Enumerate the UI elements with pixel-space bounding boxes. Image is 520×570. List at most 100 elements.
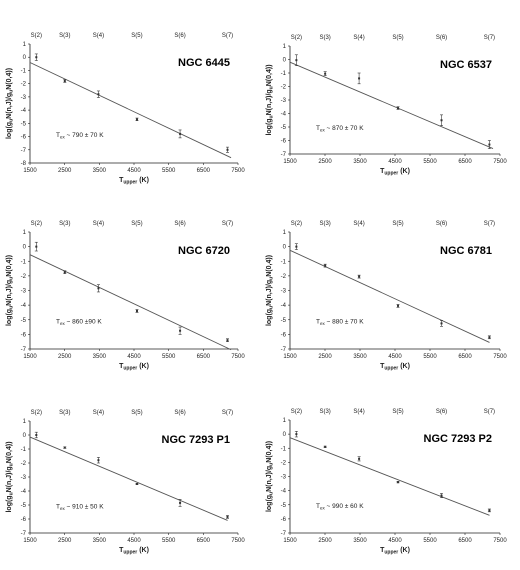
transition-label: S(2)	[31, 221, 42, 227]
x-tick-label: 1500	[23, 354, 37, 360]
transition-label: S(2)	[291, 35, 302, 41]
y-tick-label: -5	[281, 318, 287, 324]
y-tick-label: 0	[23, 245, 27, 251]
y-tick-label: -7	[281, 152, 287, 158]
transition-label: S(7)	[484, 221, 495, 227]
y-tick-label: 1	[283, 418, 287, 424]
x-tick-label: 3500	[353, 538, 367, 544]
y-tick-label: -5	[21, 318, 27, 324]
data-point	[440, 493, 444, 498]
point-marker	[97, 93, 100, 96]
y-tick-label: -6	[281, 517, 287, 523]
y-tick-label: -1	[21, 68, 27, 74]
panel-title: NGC 6537	[440, 59, 492, 71]
x-tick-label: 2500	[318, 538, 332, 544]
data-point	[323, 445, 327, 448]
y-tick-label: 0	[283, 432, 287, 438]
transition-label: S(5)	[392, 221, 403, 227]
transition-label: S(2)	[31, 410, 42, 416]
x-tick-label: 4500	[127, 354, 141, 360]
transition-label: S(3)	[319, 221, 330, 227]
y-tick-label: 0	[23, 433, 27, 439]
y-tick-label: -2	[21, 461, 27, 467]
data-point	[225, 338, 229, 342]
point-marker	[397, 481, 400, 484]
x-tick-label: 5500	[162, 538, 176, 544]
fit-line	[289, 249, 490, 343]
y-axis-label: log(guN(n,J)/guN(0,4))	[266, 441, 275, 512]
y-tick-label: 0	[23, 55, 27, 61]
y-axis-label: log(guN(n,J)/guN(0,4))	[266, 64, 275, 135]
y-tick-label: -3	[21, 289, 27, 295]
data-point	[323, 263, 327, 268]
y-tick-label: -8	[21, 161, 27, 167]
transition-label: S(4)	[93, 410, 104, 416]
y-tick-label: -6	[21, 517, 27, 523]
transition-label: S(7)	[222, 410, 233, 416]
x-tick-label: 6500	[458, 354, 472, 360]
point-marker	[295, 245, 298, 248]
tex-annotation: Tex ~ 790 ± 70 K	[56, 132, 104, 140]
point-marker	[488, 336, 491, 339]
x-tick-label: 7500	[493, 538, 507, 544]
fit-line	[29, 436, 228, 521]
transition-label: S(3)	[59, 410, 70, 416]
y-tick-label: -1	[281, 71, 287, 77]
y-tick-label: -4	[21, 489, 27, 495]
data-point	[135, 117, 139, 121]
transition-label: S(2)	[291, 221, 302, 227]
transition-label: S(5)	[392, 35, 403, 41]
point-marker	[397, 107, 400, 110]
y-tick-label: 1	[283, 44, 287, 50]
data-point	[225, 515, 229, 519]
data-point	[63, 79, 67, 83]
y-tick-label: -3	[281, 475, 287, 481]
y-tick-label: -4	[21, 303, 27, 309]
y-tick-label: -2	[281, 274, 287, 280]
transition-label: S(4)	[353, 409, 364, 415]
data-point	[63, 446, 67, 449]
y-tick-label: -6	[21, 332, 27, 338]
transition-label: S(7)	[222, 221, 233, 227]
y-tick-label: -5	[281, 503, 287, 509]
transition-label: S(6)	[436, 35, 447, 41]
x-tick-label: 4500	[127, 168, 141, 174]
x-tick-label: 2500	[58, 168, 72, 174]
point-marker	[179, 329, 182, 332]
x-tick-label: 6500	[458, 538, 472, 544]
x-axis-label: Tupper (K)	[119, 547, 149, 556]
data-point	[440, 114, 444, 126]
x-tick-label: 7500	[493, 354, 507, 360]
x-tick-label: 2500	[318, 159, 332, 165]
x-tick-label: 6500	[197, 538, 211, 544]
transition-label: S(4)	[93, 221, 104, 227]
tex-annotation: Tex ~ 990 ± 60 K	[316, 503, 364, 511]
point-marker	[135, 483, 138, 485]
point-marker	[35, 434, 38, 436]
tex-annotation: Tex ~ 860 ±90 K	[56, 318, 102, 326]
data-point	[357, 274, 361, 279]
data-point	[487, 140, 491, 149]
x-axis-label: Tupper (K)	[380, 168, 410, 177]
data-point	[440, 320, 444, 327]
point-marker	[324, 264, 327, 267]
data-point	[34, 53, 38, 61]
x-tick-label: 3500	[93, 538, 107, 544]
x-tick-label: 7500	[231, 354, 245, 360]
y-tick-label: -7	[21, 347, 27, 353]
y-tick-label: -4	[281, 489, 287, 495]
point-marker	[63, 80, 66, 83]
y-tick-label: -2	[281, 85, 287, 91]
panel-title: NGC 6445	[178, 57, 230, 69]
panel-title: NGC 7293 P2	[424, 433, 492, 445]
data-point	[396, 304, 400, 308]
y-tick-label: -1	[281, 446, 287, 452]
transition-label: S(7)	[484, 409, 495, 415]
x-tick-label: 4500	[388, 159, 402, 165]
point-marker	[488, 509, 491, 512]
point-marker	[179, 132, 182, 135]
